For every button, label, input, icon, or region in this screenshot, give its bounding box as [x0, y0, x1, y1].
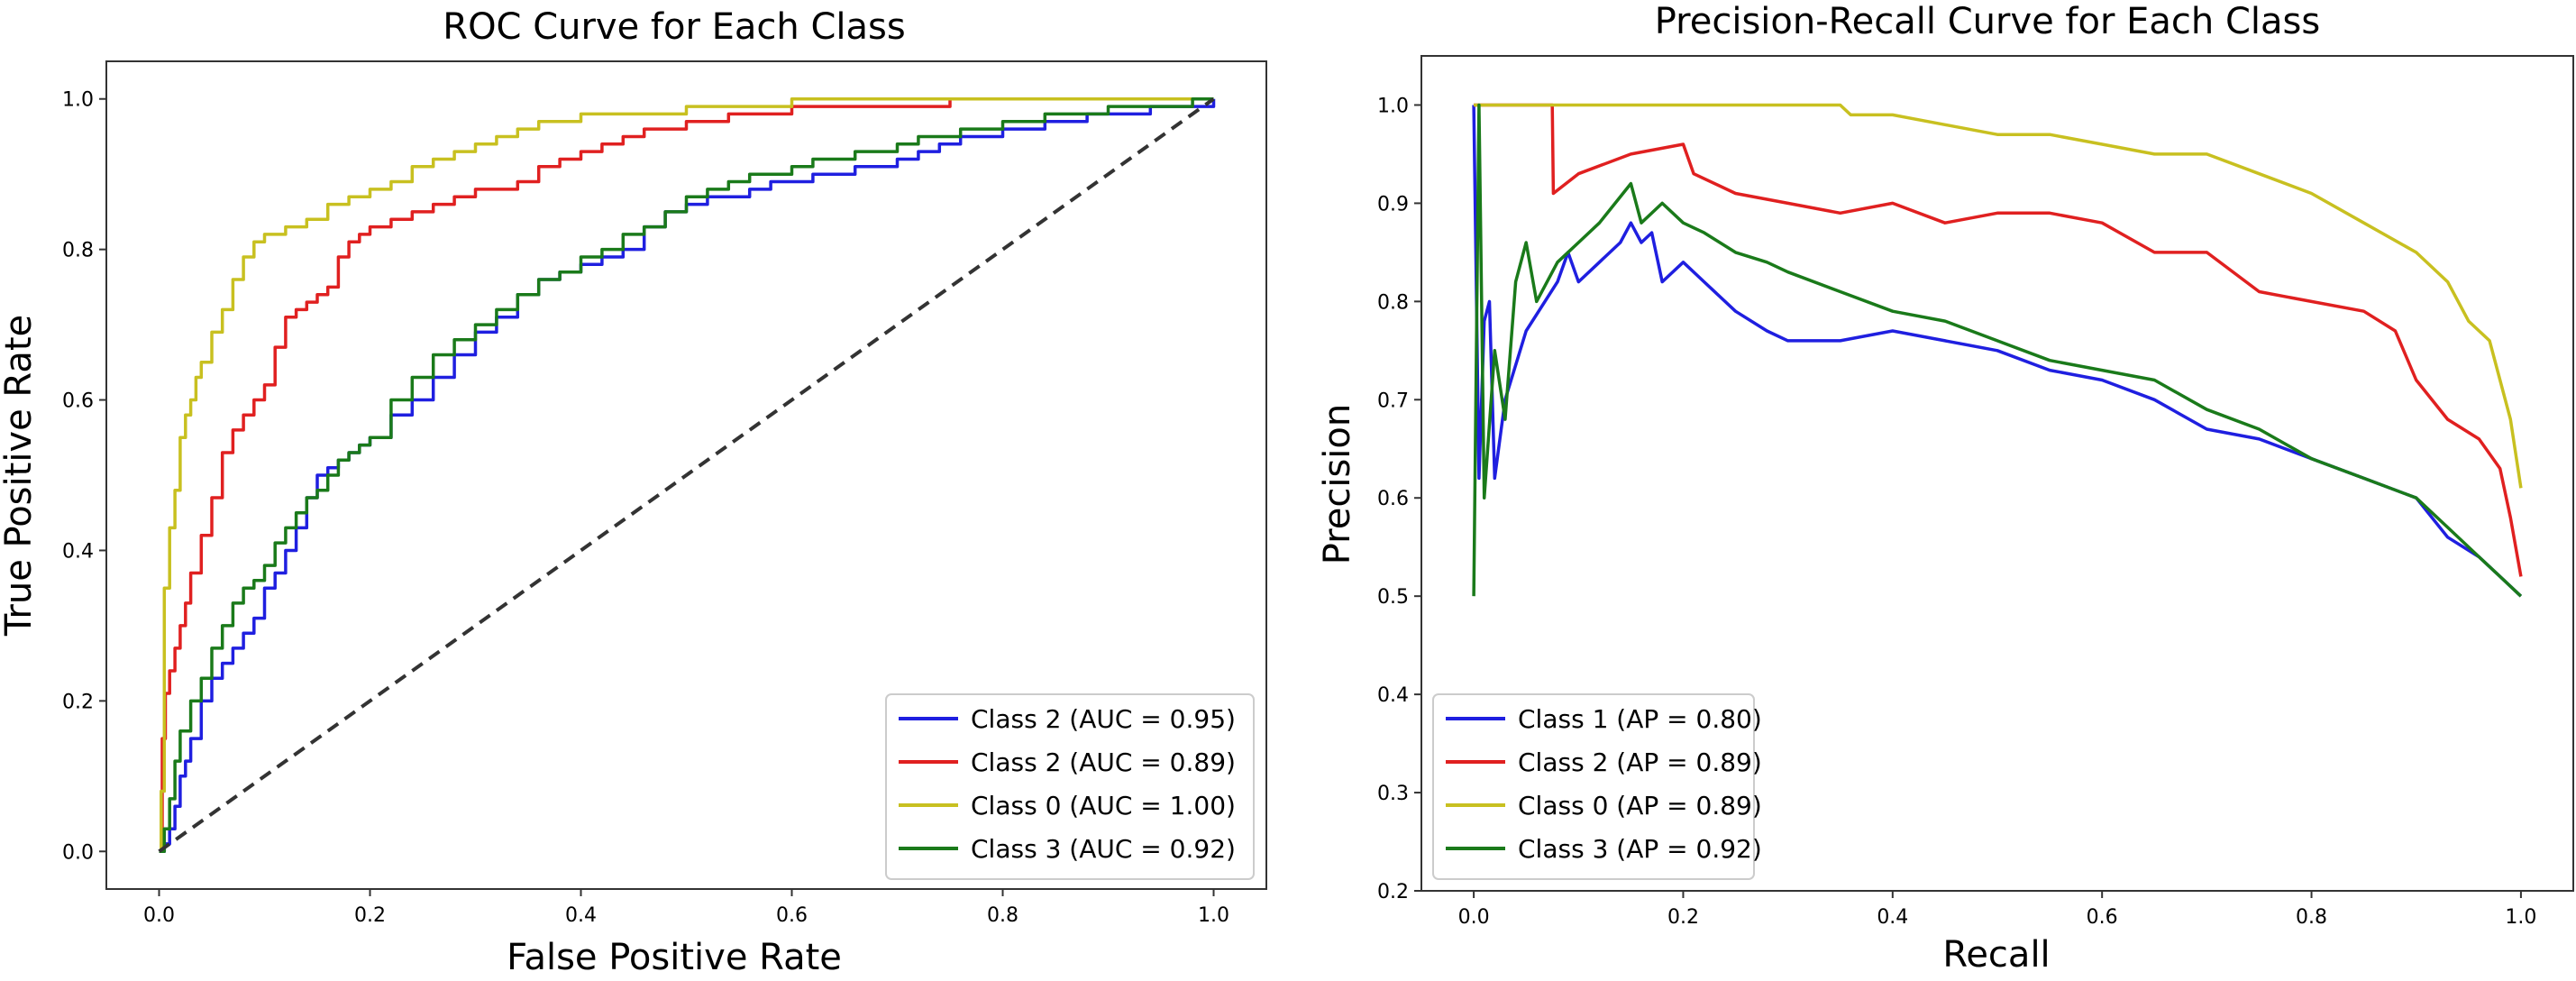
legend-frame	[885, 693, 1255, 880]
data-marks	[1472, 103, 2523, 598]
y-tick-label: 0.8	[1377, 291, 1409, 314]
legend-label: Class 0 (AUC = 1.00)	[971, 791, 1236, 821]
legend-label: Class 2 (AUC = 0.89)	[971, 747, 1236, 777]
x-axis-label: False Positive Rate	[507, 937, 842, 978]
y-tick-label: 0.7	[1377, 390, 1409, 412]
legend-label: Class 2 (AUC = 0.95)	[971, 704, 1236, 734]
axis-ticks: 0.0 0.2 0.4 0.6 0.8 1.0 0.0 0.2 0.4 0.6 0.8 1.0	[62, 89, 1229, 927]
y-tick-label: 0.4	[1377, 684, 1409, 707]
y-tick-label: 0.6	[1377, 488, 1409, 510]
y-tick-label: 0.2	[1377, 881, 1409, 903]
legend-label: Class 1 (AP = 0.80)	[1518, 704, 1762, 734]
legend-frame	[1432, 693, 1755, 880]
x-tick-label: 1.0	[1198, 904, 1229, 927]
legend-label: Class 3 (AP = 0.92)	[1518, 834, 1762, 864]
series-line-3	[1472, 103, 2523, 598]
x-tick-label: 0.6	[776, 904, 808, 927]
y-axis-label: Precision	[1317, 404, 1358, 564]
y-tick-label: 0.6	[62, 390, 94, 413]
x-tick-label: 0.2	[1667, 906, 1699, 929]
series-line-2	[1474, 103, 2523, 489]
x-tick-label: 0.0	[1458, 906, 1490, 929]
y-tick-label: 0.0	[62, 841, 94, 864]
legend-label: Class 0 (AP = 0.89)	[1518, 791, 1762, 821]
x-tick-label: 0.4	[565, 904, 597, 927]
data-marks	[158, 96, 1216, 854]
x-tick-label: 0.8	[987, 904, 1019, 927]
series-line-1	[159, 96, 1214, 854]
x-tick-label: 0.6	[2087, 906, 2118, 929]
axis-ticks: 0.0 0.2 0.4 0.6 0.8 1.0 0.2 0.3 0.4 0.5 0.6 0.7 0.8 0…	[1377, 95, 2536, 929]
series-line-3	[159, 96, 1214, 854]
y-tick-label: 0.3	[1377, 783, 1409, 805]
legend-label: Class 2 (AP = 0.89)	[1518, 747, 1762, 777]
x-tick-label: 0.2	[354, 904, 386, 927]
chance-diagonal-line	[158, 97, 1215, 853]
y-tick-label: 0.5	[1377, 586, 1409, 609]
x-tick-label: 0.4	[1877, 906, 1908, 929]
x-tick-label: 0.8	[2296, 906, 2327, 929]
x-tick-label: 0.0	[143, 904, 175, 927]
legend: Class 1 (AP = 0.80) Class 2 (AP = 0.89) Cl…	[1432, 693, 1762, 880]
y-tick-label: 1.0	[62, 89, 94, 112]
y-tick-label: 0.9	[1377, 193, 1409, 215]
series-line-2	[159, 96, 1214, 854]
x-tick-label: 1.0	[2505, 906, 2536, 929]
y-tick-label: 0.4	[62, 540, 94, 563]
chart-title: ROC Curve for Each Class	[443, 6, 905, 48]
pr-chart: Precision-Recall Curve for Each Class 0.…	[1317, 1, 2574, 976]
series-line-1	[1474, 103, 2523, 577]
chart-title: Precision-Recall Curve for Each Class	[1655, 1, 2320, 42]
x-axis-label: Recall	[1942, 934, 2050, 976]
y-tick-label: 0.8	[62, 240, 94, 262]
y-axis-label: True Positive Rate	[0, 315, 40, 637]
y-tick-label: 0.2	[62, 691, 94, 713]
legend-label: Class 3 (AUC = 0.92)	[971, 834, 1236, 864]
y-tick-label: 1.0	[1377, 95, 1409, 117]
legend: Class 2 (AUC = 0.95) Class 2 (AUC = 0.89)…	[885, 693, 1255, 880]
roc-chart: ROC Curve for Each Class 0.0 0.2 0.4 0.6 0.8…	[0, 6, 1267, 978]
